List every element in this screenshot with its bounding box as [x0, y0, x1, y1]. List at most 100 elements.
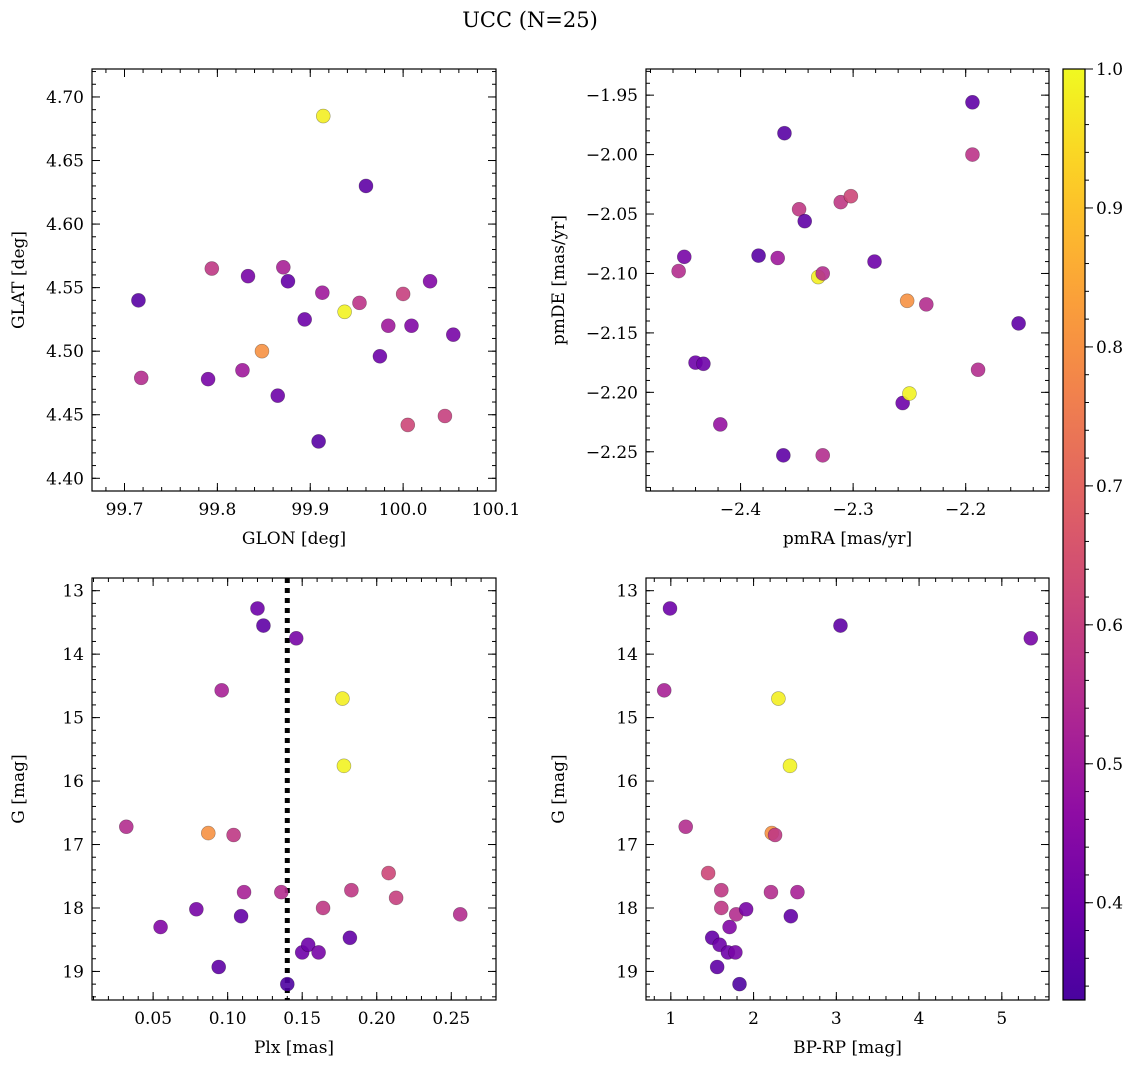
y-tick-label: 14: [616, 645, 638, 665]
panel-plx-g: 0.05 0.10 0.15 0.20 0.25 13 14 15 16 17 18 19 Plx [m…: [9, 577, 497, 1058]
y-tick-label: −2.20: [586, 383, 638, 403]
axes-frame: [91, 577, 497, 1001]
data-point: [1011, 316, 1026, 331]
data-point: [656, 683, 672, 698]
data-point: [771, 691, 786, 706]
y-tick-label: −2.05: [586, 205, 638, 225]
colorbar-tick-label: 0.7: [1096, 477, 1123, 497]
data-point: [791, 201, 807, 217]
x-tick-label: 3: [831, 1009, 842, 1029]
data-point: [250, 601, 265, 616]
data-point: [965, 94, 980, 110]
y-tick-label: 4.50: [46, 342, 84, 362]
y-axis-label: G [mag]: [549, 754, 569, 823]
data-point: [815, 448, 831, 463]
colorbar-tick-label: 1.0: [1096, 60, 1123, 80]
data-point: [226, 827, 241, 843]
x-tick-label: 100.0: [379, 500, 428, 520]
y-tick-label: 4.45: [46, 406, 84, 426]
y-tick-label: 18: [616, 899, 638, 919]
colorbar-tick-label: 0.8: [1096, 338, 1123, 358]
axes-frame: [645, 577, 1050, 1001]
data-point: [732, 976, 747, 992]
data-point: [388, 890, 404, 906]
data-point: [315, 900, 331, 916]
data-point: [240, 268, 256, 284]
data-point: [918, 297, 934, 312]
ticks: [646, 577, 1049, 1000]
colorbar-tick-label: 0.6: [1096, 616, 1123, 636]
data-point: [297, 312, 312, 327]
x-axis-label: Plx [mas]: [254, 1038, 334, 1058]
data-point: [782, 758, 798, 774]
data-point: [211, 959, 227, 975]
data-point: [133, 370, 149, 386]
data-point: [288, 630, 304, 646]
data-point: [767, 827, 783, 843]
panel-glon-glat: 99.7 99.8 99.9 100.0 100.1 4.40 4.45 4.50 4.55 4.…: [9, 68, 521, 549]
data-point: [452, 907, 468, 922]
y-tick-label: 4.65: [46, 152, 84, 172]
data-point: [337, 304, 352, 320]
y-tick-label: 4.55: [46, 279, 84, 299]
y-tick-label: −2.10: [586, 264, 638, 284]
data-point: [311, 945, 326, 960]
data-point: [335, 691, 350, 706]
data-point: [254, 343, 270, 359]
colorbar-tick-label: 0.4: [1096, 894, 1123, 914]
data-point: [899, 293, 915, 309]
data-point: [189, 901, 204, 917]
data-point: [256, 618, 271, 633]
figure-title: UCC (N=25): [462, 8, 598, 32]
panel-pmra-pmde: −2.4 −2.3 −2.2 −2.25 −2.20 −2.15 −2.10 −2.05 −2.…: [549, 68, 1050, 549]
data-point: [131, 293, 146, 308]
y-tick-label: 4.70: [46, 88, 84, 108]
data-point: [380, 318, 396, 334]
y-tick-label: −1.95: [586, 86, 638, 106]
data-point: [815, 266, 831, 281]
y-axis-label: G [mag]: [9, 754, 29, 823]
x-tick-label: 0.15: [283, 1009, 321, 1029]
colorbar-tick-label: 0.5: [1096, 755, 1123, 775]
y-tick-label: 13: [62, 582, 84, 602]
data-point: [372, 348, 388, 364]
data-point: [300, 937, 316, 953]
x-tick-label: 1: [665, 1009, 676, 1029]
data-point: [843, 188, 859, 204]
data-point: [118, 819, 134, 835]
data-point: [344, 882, 359, 898]
y-tick-label: −2.15: [586, 324, 638, 344]
ticks: [92, 577, 497, 1000]
y-tick-label: 4.60: [46, 215, 84, 235]
x-tick-label: −2.3: [832, 500, 873, 520]
data-point: [200, 825, 216, 841]
data-point: [315, 108, 331, 124]
data-point: [400, 417, 416, 433]
x-tick-label: 99.7: [106, 500, 144, 520]
y-tick-label: 15: [62, 709, 84, 729]
data-point: [311, 434, 326, 449]
x-tick-label: 5: [996, 1009, 1007, 1029]
data-point: [728, 945, 743, 960]
x-tick-label: 99.8: [198, 500, 236, 520]
panel-bprp-g: 1 2 3 4 5 13 14 15 16 17 18 19 BP-RP [mag] G [mag]: [549, 577, 1050, 1058]
data-point: [274, 884, 289, 900]
data-point: [763, 884, 779, 900]
data-point: [970, 362, 986, 378]
ticks: [92, 69, 497, 492]
data-point: [352, 295, 367, 311]
data-point: [714, 900, 729, 916]
x-tick-label: 2: [748, 1009, 759, 1029]
data-point: [696, 356, 711, 372]
data-point: [315, 285, 330, 301]
data-point: [751, 248, 766, 263]
data-point: [867, 254, 882, 269]
y-tick-label: 17: [62, 836, 84, 856]
x-tick-label: 0.05: [134, 1009, 172, 1029]
x-tick-label: 4: [914, 1009, 925, 1029]
x-tick-label: 100.1: [472, 500, 521, 520]
x-axis-label: BP-RP [mag]: [793, 1038, 902, 1058]
data-point: [783, 908, 799, 924]
data-point: [833, 618, 848, 633]
